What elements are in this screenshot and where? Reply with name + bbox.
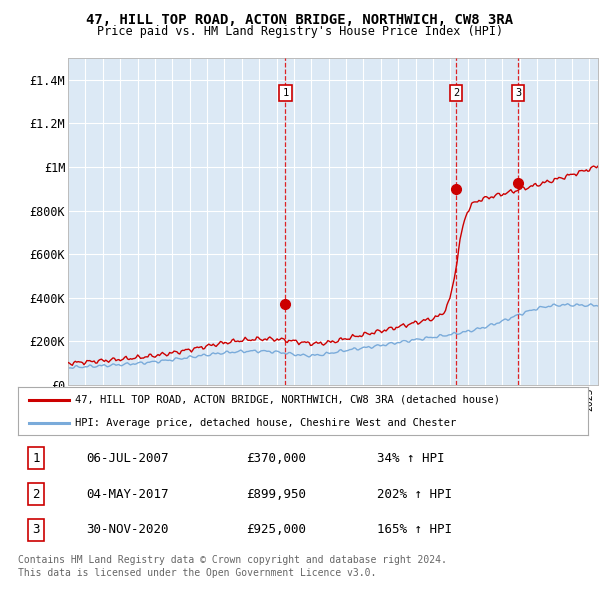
Text: 2: 2 bbox=[32, 487, 40, 500]
Text: 47, HILL TOP ROAD, ACTON BRIDGE, NORTHWICH, CW8 3RA (detached house): 47, HILL TOP ROAD, ACTON BRIDGE, NORTHWI… bbox=[75, 395, 500, 405]
Text: 47, HILL TOP ROAD, ACTON BRIDGE, NORTHWICH, CW8 3RA: 47, HILL TOP ROAD, ACTON BRIDGE, NORTHWI… bbox=[86, 13, 514, 27]
Text: 34% ↑ HPI: 34% ↑ HPI bbox=[377, 452, 445, 465]
Text: 1: 1 bbox=[32, 452, 40, 465]
Text: This data is licensed under the Open Government Licence v3.0.: This data is licensed under the Open Gov… bbox=[18, 568, 376, 578]
Text: HPI: Average price, detached house, Cheshire West and Chester: HPI: Average price, detached house, Ches… bbox=[75, 418, 456, 428]
Text: 3: 3 bbox=[515, 88, 521, 98]
Text: 1: 1 bbox=[282, 88, 289, 98]
Text: £899,950: £899,950 bbox=[246, 487, 306, 500]
Text: 06-JUL-2007: 06-JUL-2007 bbox=[86, 452, 169, 465]
Text: Price paid vs. HM Land Registry's House Price Index (HPI): Price paid vs. HM Land Registry's House … bbox=[97, 25, 503, 38]
Text: 3: 3 bbox=[32, 523, 40, 536]
Text: £925,000: £925,000 bbox=[246, 523, 306, 536]
Text: £370,000: £370,000 bbox=[246, 452, 306, 465]
Text: 04-MAY-2017: 04-MAY-2017 bbox=[86, 487, 169, 500]
Text: 30-NOV-2020: 30-NOV-2020 bbox=[86, 523, 169, 536]
Text: 165% ↑ HPI: 165% ↑ HPI bbox=[377, 523, 452, 536]
Text: Contains HM Land Registry data © Crown copyright and database right 2024.: Contains HM Land Registry data © Crown c… bbox=[18, 555, 447, 565]
Text: 202% ↑ HPI: 202% ↑ HPI bbox=[377, 487, 452, 500]
Text: 2: 2 bbox=[453, 88, 460, 98]
